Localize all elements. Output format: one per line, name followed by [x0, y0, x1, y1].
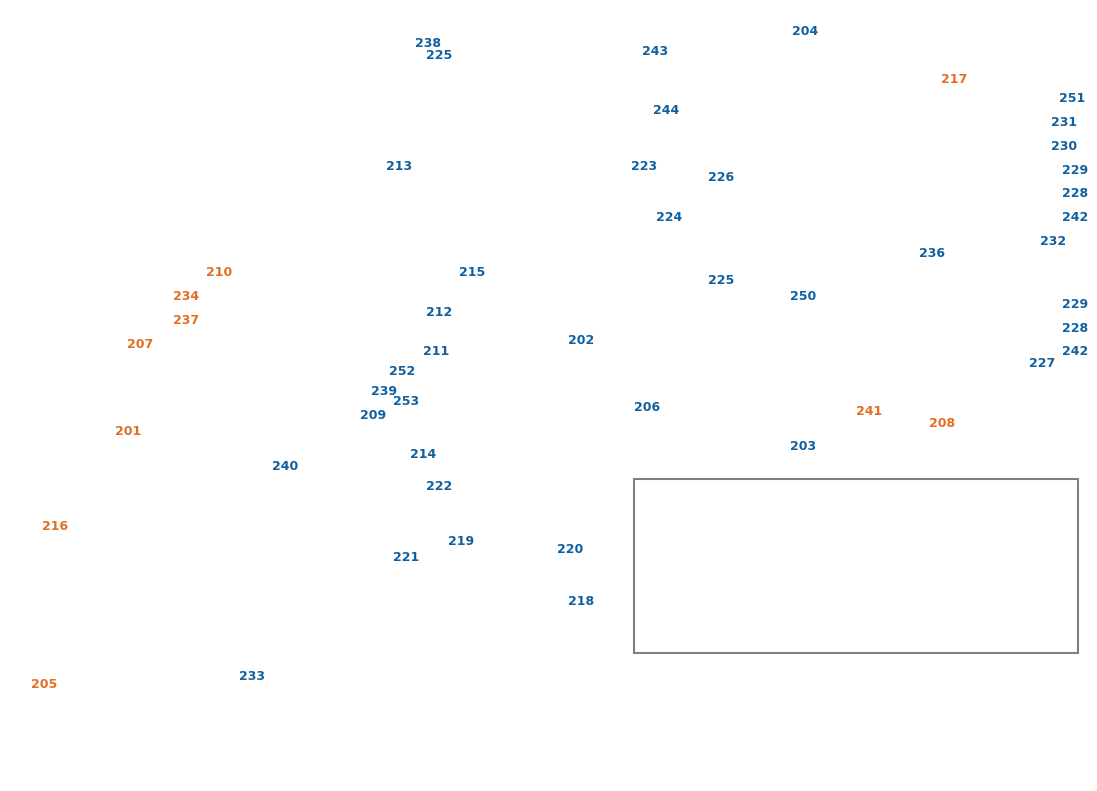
Text: 252: 252 — [389, 365, 416, 378]
Text: 231: 231 — [1051, 116, 1077, 129]
Text: 204: 204 — [792, 25, 818, 38]
Text: 240: 240 — [272, 460, 298, 473]
Text: 220: 220 — [557, 543, 584, 556]
Text: 208: 208 — [929, 417, 955, 430]
Text: 222: 222 — [426, 480, 452, 493]
Text: 228: 228 — [1062, 187, 1088, 200]
Text: 236: 236 — [700, 512, 726, 524]
Text: 243: 243 — [642, 45, 668, 58]
Text: 250: 250 — [790, 290, 816, 303]
Text: 205: 205 — [31, 678, 57, 691]
Text: 229: 229 — [1062, 164, 1088, 176]
FancyBboxPatch shape — [634, 479, 1078, 653]
Text: 253: 253 — [393, 396, 419, 408]
Text: 225: 225 — [426, 49, 452, 62]
Text: 231: 231 — [897, 512, 924, 524]
Text: 216: 216 — [42, 520, 68, 532]
Text: 211: 211 — [423, 346, 450, 358]
Text: 213: 213 — [386, 160, 412, 172]
Text: 203: 203 — [790, 441, 816, 453]
Text: 233: 233 — [239, 670, 265, 683]
Text: 228: 228 — [1062, 322, 1088, 335]
Text: 242: 242 — [1062, 346, 1088, 358]
Text: 250: 250 — [711, 524, 737, 536]
Text: 230: 230 — [1051, 140, 1077, 153]
Text: 241: 241 — [856, 405, 882, 418]
Text: 207: 207 — [127, 338, 154, 350]
Text: 202: 202 — [568, 334, 595, 346]
Text: 237: 237 — [173, 314, 200, 327]
Text: 234: 234 — [173, 290, 200, 303]
Text: 242: 242 — [1062, 211, 1088, 224]
Text: 221: 221 — [393, 551, 419, 564]
Text: 232: 232 — [1040, 235, 1066, 248]
Text: 239: 239 — [371, 385, 397, 398]
Text: 214: 214 — [410, 448, 437, 461]
Text: 236: 236 — [919, 247, 946, 259]
Text: 238: 238 — [415, 37, 441, 50]
Text: 227: 227 — [1029, 358, 1055, 370]
Text: 212: 212 — [426, 306, 452, 319]
Text: 251: 251 — [1059, 93, 1085, 105]
Text: 247: 247 — [817, 559, 844, 572]
Text: 223: 223 — [631, 160, 657, 172]
Text: 218: 218 — [568, 595, 595, 607]
Text: 244: 244 — [653, 104, 679, 117]
Text: 248: 248 — [828, 543, 855, 556]
Text: 219: 219 — [448, 536, 474, 548]
Text: 225: 225 — [708, 274, 734, 287]
Text: 201: 201 — [115, 425, 142, 437]
Text: 245: 245 — [762, 603, 789, 615]
Text: 249: 249 — [886, 528, 913, 540]
Text: 229: 229 — [1062, 298, 1088, 311]
Text: 215: 215 — [459, 267, 485, 279]
Text: 209: 209 — [360, 409, 386, 422]
Text: 224: 224 — [656, 211, 682, 224]
Text: 246: 246 — [784, 579, 811, 592]
Text: 206: 206 — [634, 401, 660, 414]
Text: 217: 217 — [941, 73, 968, 85]
Text: 226: 226 — [708, 172, 734, 184]
Text: 210: 210 — [206, 267, 233, 279]
